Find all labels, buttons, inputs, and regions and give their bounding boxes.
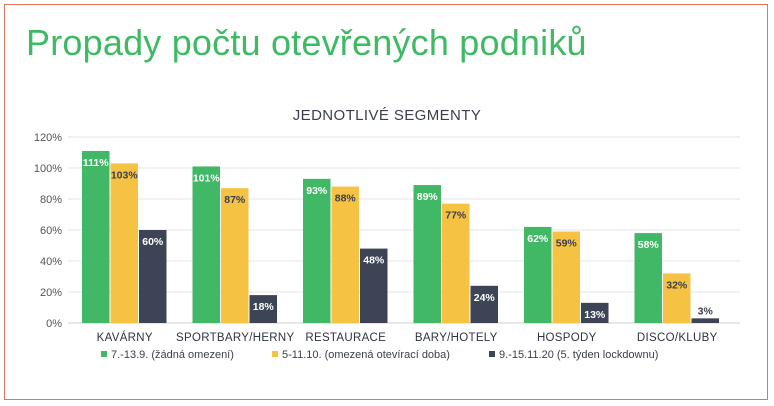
x-tick-label: HOSPODY bbox=[537, 332, 597, 344]
y-tick-label: 0% bbox=[46, 318, 62, 330]
bar-2 bbox=[331, 186, 359, 323]
bar-1 bbox=[82, 150, 110, 323]
legend-swatch bbox=[101, 351, 107, 357]
data-label: 88% bbox=[335, 193, 357, 205]
y-tick-label: 40% bbox=[40, 256, 62, 268]
bar-1 bbox=[303, 178, 331, 323]
x-tick-label: SPORTBARY/HERNY bbox=[176, 332, 294, 344]
data-label: 77% bbox=[445, 210, 467, 222]
x-tick-label: KAVÁRNY bbox=[97, 331, 153, 344]
bar-3 bbox=[139, 230, 167, 323]
y-tick-label: 80% bbox=[40, 194, 62, 206]
data-label: 93% bbox=[306, 185, 328, 197]
bar-3 bbox=[581, 302, 609, 323]
y-tick-label: 120% bbox=[34, 132, 62, 144]
y-tick-label: 20% bbox=[40, 287, 62, 299]
data-label: 18% bbox=[253, 301, 275, 313]
data-label: 13% bbox=[584, 309, 606, 321]
data-label: 58% bbox=[638, 239, 660, 251]
x-tick-label: RESTAURACE bbox=[305, 332, 386, 344]
bar-3 bbox=[360, 248, 388, 323]
legend-label: 9.-15.11.20 (5. týden lockdownu) bbox=[499, 349, 658, 361]
data-label: 3% bbox=[698, 305, 714, 317]
bar-3 bbox=[249, 295, 277, 323]
bar-1 bbox=[413, 185, 441, 323]
bar-2 bbox=[110, 163, 138, 323]
x-tick-label: DISCO/KLUBY bbox=[637, 332, 718, 344]
bar-2 bbox=[442, 203, 470, 323]
data-label: 103% bbox=[111, 169, 139, 181]
legend-label: 5-11.10. (omezená otevírací doba) bbox=[282, 349, 450, 361]
bar-3 bbox=[691, 318, 719, 323]
x-tick-label: BARY/HOTELY bbox=[415, 332, 498, 344]
y-tick-label: 100% bbox=[34, 163, 62, 175]
chart-title: JEDNOTLIVÉ SEGMENTY bbox=[293, 107, 481, 124]
legend-swatch bbox=[272, 351, 278, 357]
data-label: 89% bbox=[417, 191, 439, 203]
bar-2 bbox=[552, 231, 580, 323]
data-label: 60% bbox=[142, 236, 164, 248]
data-label: 24% bbox=[474, 292, 496, 304]
bar-1 bbox=[192, 166, 220, 323]
legend-swatch bbox=[489, 351, 495, 357]
data-label: 62% bbox=[527, 233, 549, 245]
data-label: 32% bbox=[666, 279, 688, 291]
bar-2 bbox=[663, 273, 691, 323]
legend-label: 7.-13.9. (žádná omezení) bbox=[111, 349, 234, 361]
data-label: 101% bbox=[193, 172, 221, 184]
bar-3 bbox=[470, 285, 498, 323]
y-tick-label: 60% bbox=[40, 225, 62, 237]
data-label: 48% bbox=[363, 255, 385, 267]
bar-1 bbox=[634, 233, 662, 323]
data-label: 59% bbox=[556, 238, 578, 250]
bar-1 bbox=[524, 226, 552, 323]
data-label: 87% bbox=[224, 194, 246, 206]
bar-2 bbox=[221, 188, 249, 323]
slide-headline: Propady počtu otevřených podniků bbox=[26, 22, 587, 63]
data-label: 111% bbox=[83, 157, 109, 169]
